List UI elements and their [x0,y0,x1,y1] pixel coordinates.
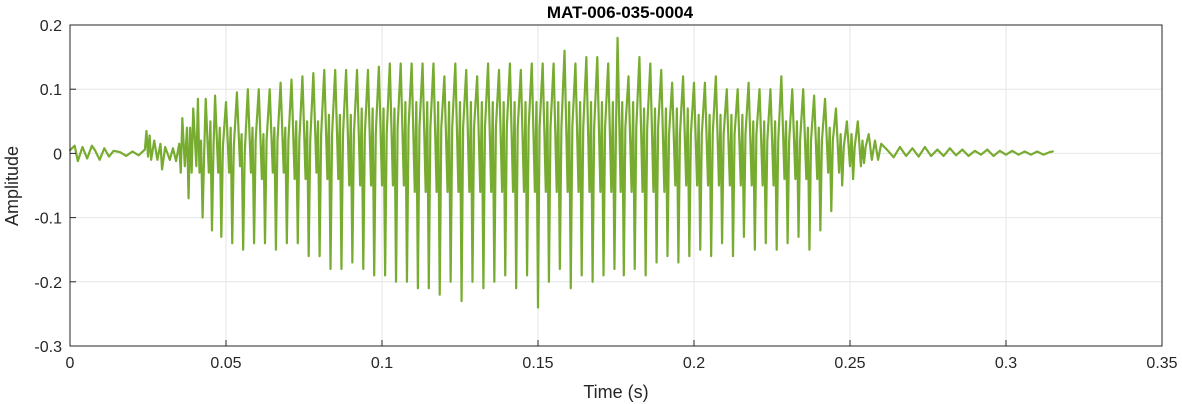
x-tick-label: 0.3 [995,355,1017,372]
x-tick-label: 0.05 [210,355,241,372]
x-tick-label: 0.15 [522,355,553,372]
x-tick-label: 0.35 [1146,355,1177,372]
ticks: 0 0.05 0.1 0.15 0.2 0.25 0.3 0.35 -0.3 -0.2 -0.1 0 0… [34,18,1177,372]
y-tick-label: 0.1 [40,82,62,99]
plot-frame [69,24,1163,347]
x-tick-label: 0.1 [371,355,393,372]
x-axis-label: Time (s) [583,382,648,402]
y-tick-label: -0.1 [34,211,62,228]
x-tick-label: 0.2 [683,355,705,372]
x-tick-label: 0 [66,355,75,372]
chart-title: MAT-006-035-0004 [547,3,694,22]
y-axis-label: Amplitude [2,146,22,226]
y-tick-label: 0 [53,146,62,163]
series-line [68,36,1054,309]
y-tick-label: -0.2 [34,275,62,292]
y-tick-label: -0.3 [34,339,62,356]
x-tick-label: 0.25 [834,355,865,372]
y-tick-label: 0.2 [40,18,62,35]
data-layer [68,36,1054,309]
